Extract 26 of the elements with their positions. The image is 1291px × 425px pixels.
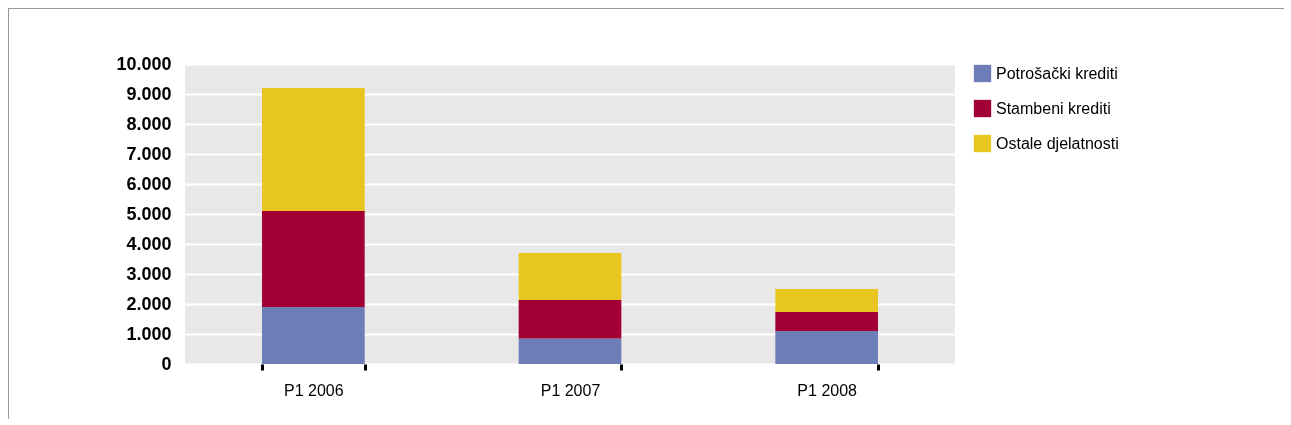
- x-tick-label: P1 2006: [284, 381, 344, 399]
- x-tick-label: P1 2007: [540, 381, 601, 399]
- y-tick-label: 0: [161, 353, 172, 374]
- bar: [518, 253, 622, 301]
- bar: [775, 331, 878, 364]
- y-tick-label: 5.000: [126, 203, 172, 224]
- y-tick-label: 6.000: [126, 173, 172, 194]
- y-tick-label: 3.000: [126, 263, 172, 284]
- legend-label: Potrošački krediti: [996, 64, 1118, 82]
- bar: [262, 88, 365, 211]
- y-tick-label: 2.000: [126, 293, 172, 314]
- x-tick-label: P1 2008: [797, 381, 858, 399]
- bar: [775, 312, 878, 331]
- y-tick-label: 1.000: [126, 323, 172, 344]
- y-tick-label: 10.000: [116, 53, 172, 74]
- y-tick-label: 7.000: [126, 143, 172, 164]
- y-tick-label: 9.000: [126, 83, 172, 104]
- y-tick-label: 8.000: [126, 113, 172, 134]
- legend-label: Stambeni krediti: [996, 99, 1111, 117]
- y-tick-label: 4.000: [126, 233, 172, 254]
- bar: [518, 300, 622, 339]
- legend-label: Ostale djelatnosti: [996, 134, 1119, 152]
- bar: [518, 338, 622, 364]
- bar: [262, 307, 365, 364]
- bar: [775, 289, 878, 313]
- bar: [262, 211, 365, 307]
